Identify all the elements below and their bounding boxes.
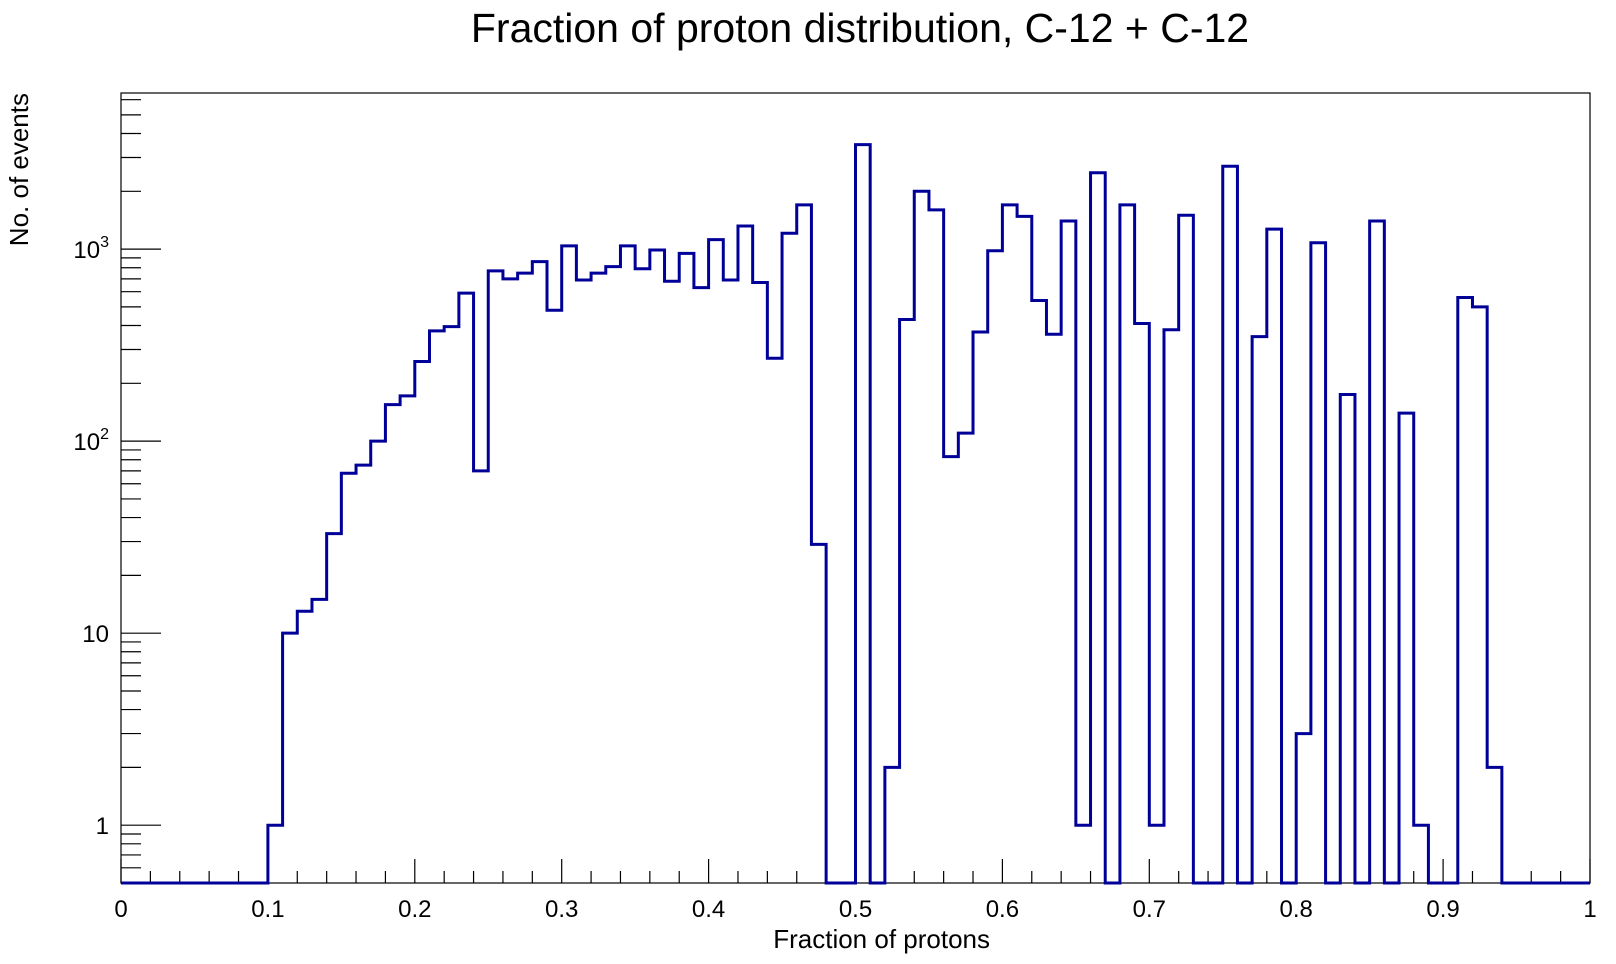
- y-tick-label: 103: [73, 234, 109, 264]
- y-axis-tick-labels: 1 10 102 103: [73, 234, 109, 840]
- x-axis-ticks: [120, 859, 1591, 883]
- x-tick-label: 0.9: [1426, 896, 1459, 923]
- x-tick-label: 0.2: [398, 896, 431, 923]
- x-tick-label: 0.1: [251, 896, 284, 923]
- x-tick-label: 0.4: [692, 896, 725, 923]
- y-tick-label: 102: [73, 426, 109, 456]
- histogram-series-line: [121, 143, 1590, 885]
- x-tick-label: 0.7: [1133, 896, 1166, 923]
- x-tick-label: 0.6: [986, 896, 1019, 923]
- x-tick-label: 0.3: [545, 896, 578, 923]
- x-tick-label: 1: [1583, 896, 1596, 923]
- chart-title: Fraction of proton distribution, C-12 + …: [471, 5, 1249, 51]
- x-tick-label: 0.8: [1280, 896, 1313, 923]
- x-tick-label: 0.5: [839, 896, 872, 923]
- x-tick-label: 0: [114, 896, 127, 923]
- x-axis-label: Fraction of protons: [773, 924, 990, 954]
- x-axis-tick-labels: 0 0.1 0.2 0.3 0.4 0.5 0.6 0.7 0.8 0.9 1: [114, 896, 1596, 923]
- y-axis-label: No. of events: [4, 93, 34, 246]
- y-axis-ticks: [121, 99, 161, 884]
- y-tick-label: 10: [82, 621, 109, 648]
- y-tick-label: 1: [96, 813, 109, 840]
